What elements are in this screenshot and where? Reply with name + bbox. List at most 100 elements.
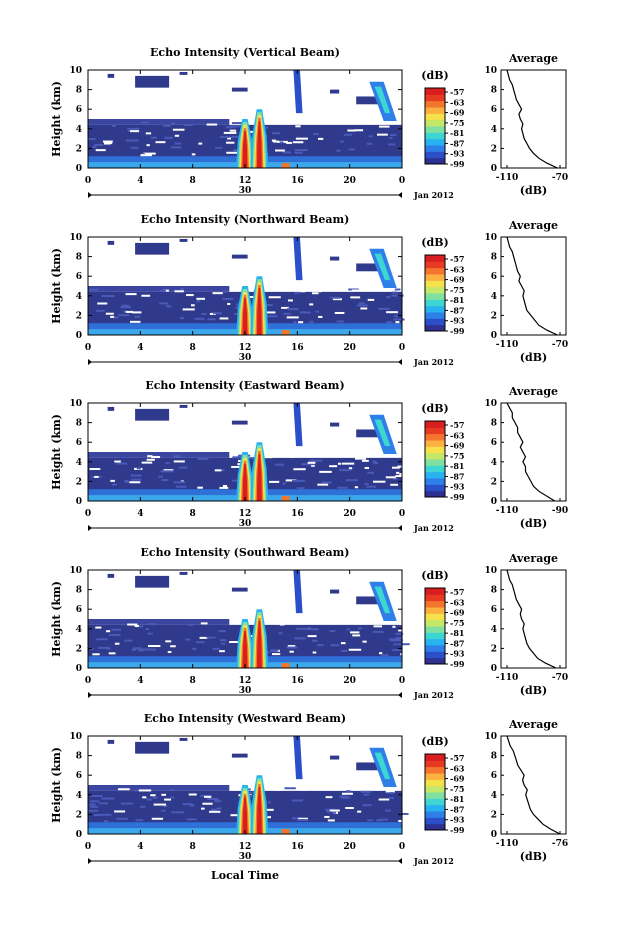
avg-y-tick-label: 2 xyxy=(491,477,497,487)
x-tick-label: 20 xyxy=(343,176,356,186)
echo-speckle xyxy=(398,629,411,632)
colorbar-tick-label: -63 xyxy=(450,97,465,107)
echo-speckle xyxy=(206,636,216,639)
echo-speckle xyxy=(395,321,400,324)
average-title: Average xyxy=(508,718,558,731)
echo-speckle xyxy=(351,289,359,292)
x-tick-label: 0 xyxy=(85,842,91,852)
echo-speckle xyxy=(372,460,377,463)
echo-speckle xyxy=(141,461,153,464)
heatmap xyxy=(88,736,409,834)
echo-speckle xyxy=(125,310,133,313)
echo-speckle xyxy=(113,316,119,319)
y-axis-label: Height (km) xyxy=(50,581,63,657)
colorbar-swatch xyxy=(425,318,445,326)
echo-speckle xyxy=(307,461,316,464)
avg-y-tick-label: 0 xyxy=(491,830,497,840)
precip-streak-core xyxy=(374,752,391,780)
echo-speckle xyxy=(179,317,185,320)
colorbar-swatch xyxy=(425,145,445,152)
echo-speckle xyxy=(362,804,372,807)
echo-layer-upper xyxy=(88,286,230,292)
echo-speckle xyxy=(220,642,226,645)
echo-speckle xyxy=(329,630,336,633)
echo-speckle xyxy=(297,819,308,822)
y-tick-label: 10 xyxy=(69,233,82,243)
echo-speckle xyxy=(300,788,307,791)
echo-speckle xyxy=(281,306,289,309)
echo-speckle xyxy=(340,796,351,799)
avg-y-tick-label: 8 xyxy=(491,586,497,596)
echo-speckle xyxy=(173,455,181,458)
echo-speckle xyxy=(298,321,304,324)
echo-speckle xyxy=(111,628,121,631)
y-tick-label: 8 xyxy=(76,586,82,596)
y-tick-label: 8 xyxy=(76,253,82,263)
echo-speckle xyxy=(129,481,141,484)
colorbar-swatch xyxy=(425,773,445,780)
avg-y-tick-label: 8 xyxy=(491,419,497,429)
colorbar-swatch xyxy=(425,651,445,659)
date-label: Jan 2012 xyxy=(413,856,454,866)
echo-speckle xyxy=(395,632,404,635)
x-tick-label: 4 xyxy=(137,676,143,686)
colorbar-frame xyxy=(424,587,446,665)
echo-speckle xyxy=(147,632,154,635)
echo-speckle xyxy=(182,803,193,806)
echo-speckle xyxy=(285,479,297,482)
echo-speckle xyxy=(110,315,115,318)
echo-speckle xyxy=(202,802,213,805)
echo-speckle xyxy=(345,806,354,809)
x-tick-label: 0 xyxy=(399,842,405,852)
colorbar-swatch xyxy=(425,305,445,313)
echo-speckle xyxy=(232,456,242,459)
cloud-patch xyxy=(107,739,115,744)
panel-4: Echo Intensity (Westward Beam) 0 2 4 6 8 10 Hei… xyxy=(50,712,568,866)
colorbar-tick-label: -81 xyxy=(450,128,464,138)
avg-x-tick-label: -70 xyxy=(552,173,568,183)
average-profile: Average 0 2 4 6 8 10 -110 -76 (dB) xyxy=(484,718,568,863)
average-profile: Average 0 2 4 6 8 10 -110 -70 (dB) xyxy=(484,552,568,697)
avg-x-tick-label: -110 xyxy=(496,173,519,183)
echo-speckle xyxy=(212,647,220,650)
convective-cell xyxy=(242,297,248,335)
avg-y-tick-label: 4 xyxy=(491,625,497,635)
convective-cell xyxy=(242,796,248,834)
colorbar-tick-label: -93 xyxy=(450,815,465,825)
panel-title: Echo Intensity (Southward Beam) xyxy=(141,546,350,559)
echo-speckle xyxy=(155,141,166,144)
echo-speckle xyxy=(164,136,173,139)
echo-speckle xyxy=(307,627,312,630)
echo-speckle xyxy=(366,142,373,145)
colorbar: (dB)-57-63-69-75-81-87-93-99 xyxy=(421,569,465,669)
cloud-patch xyxy=(135,575,170,588)
echo-speckle xyxy=(219,317,229,320)
echo-speckle xyxy=(282,482,286,485)
echo-speckle xyxy=(362,640,367,643)
colorbar-tick-label: -57 xyxy=(450,87,464,97)
x-tick-label: 0 xyxy=(399,509,405,519)
echo-speckle xyxy=(134,789,139,792)
y-tick-label: 2 xyxy=(76,810,82,820)
echo-speckle xyxy=(373,462,378,465)
echo-speckle xyxy=(391,294,404,297)
colorbar: (dB)-57-63-69-75-81-87-93-99 xyxy=(421,236,465,336)
echo-speckle xyxy=(379,125,390,128)
colorbar-tick-label: -81 xyxy=(450,461,464,471)
echo-speckle xyxy=(210,808,218,811)
y-axis-label: Height (km) xyxy=(50,248,63,324)
avg-y-tick-label: 10 xyxy=(484,66,497,76)
echo-speckle xyxy=(90,800,100,803)
echo-speckle xyxy=(330,644,340,647)
echo-speckle xyxy=(346,628,351,631)
echo-speckle xyxy=(215,146,223,149)
precip-streak xyxy=(293,736,303,780)
avg-y-tick-label: 10 xyxy=(484,566,497,576)
convective-cell xyxy=(256,453,262,501)
avg-y-tick-label: 6 xyxy=(491,438,497,448)
echo-speckle xyxy=(196,297,206,300)
echo-speckle xyxy=(394,288,401,291)
x-tick-label: 0 xyxy=(85,676,91,686)
colorbar-tick-label: -69 xyxy=(450,774,465,784)
avg-y-tick-label: 2 xyxy=(491,311,497,321)
